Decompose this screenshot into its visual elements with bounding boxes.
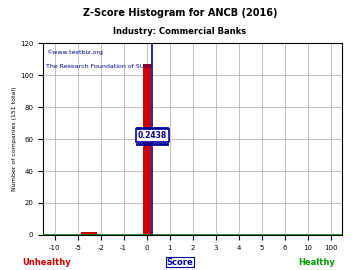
Text: Industry: Commercial Banks: Industry: Commercial Banks xyxy=(113,27,247,36)
Text: Z-Score Histogram for ANCB (2016): Z-Score Histogram for ANCB (2016) xyxy=(83,8,277,18)
Text: Score: Score xyxy=(167,258,193,266)
Bar xyxy=(143,64,150,235)
Text: ©www.textbiz.org: ©www.textbiz.org xyxy=(46,49,103,55)
Text: 0.2438: 0.2438 xyxy=(138,131,167,140)
Y-axis label: Number of companies (151 total): Number of companies (151 total) xyxy=(12,87,17,191)
Bar xyxy=(81,232,97,235)
Text: The Research Foundation of SUNY: The Research Foundation of SUNY xyxy=(46,64,153,69)
Text: Unhealthy: Unhealthy xyxy=(22,258,71,266)
Text: Healthy: Healthy xyxy=(298,258,335,266)
